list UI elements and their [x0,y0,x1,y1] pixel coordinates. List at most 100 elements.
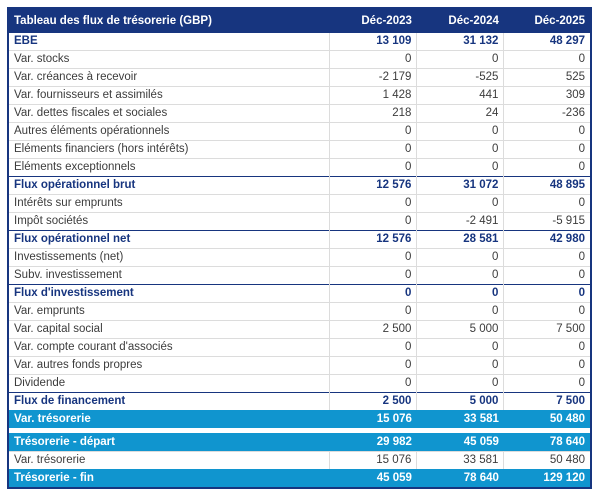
row-label: Eléments exceptionnels [8,158,330,177]
cell-value: 15 076 [329,451,417,469]
row-label: Intérêts sur emprunts [8,194,330,213]
cell-value: 0 [329,212,417,231]
cell-value: 0 [416,338,504,357]
column-header-dec-2023: Déc-2023 [329,8,417,33]
cell-value: 5 000 [416,320,504,339]
table-row: Flux de financement 2 500 5 000 7 500 [8,392,591,410]
cell-value: 218 [329,104,417,123]
column-header-dec-2025: Déc-2025 [503,8,591,33]
table-row: EBE 13 109 31 132 48 297 [8,33,591,51]
cell-value: 0 [503,122,591,141]
cell-value: 0 [329,374,417,393]
table-row: Var. créances à recevoir -2 179 -525 525 [8,68,591,87]
cell-value: 0 [329,266,417,285]
cell-value: 2 500 [329,392,417,410]
cell-value: 0 [416,122,504,141]
cell-value: -2 179 [329,68,417,87]
cell-value: 50 480 [503,410,591,428]
cell-value: 13 109 [329,33,417,51]
cell-value: 33 581 [416,410,504,428]
table-row: Investissements (net) 0 0 0 [8,248,591,267]
cell-value: 0 [503,140,591,159]
table-row: Var. stocks 0 0 0 [8,50,591,69]
cell-value: 48 895 [503,176,591,195]
table-row: Var. emprunts 0 0 0 [8,302,591,321]
row-label: Flux opérationnel brut [8,176,330,195]
table-row: Var. trésorerie 15 076 33 581 50 480 [8,410,591,428]
table-row: Var. compte courant d'associés 0 0 0 [8,338,591,357]
cell-value: 0 [503,248,591,267]
cell-value: 0 [503,194,591,213]
cell-value: 45 059 [329,469,417,488]
table-row: Var. fournisseurs et assimilés 1 428 441 30… [8,86,591,105]
cell-value: 7 500 [503,320,591,339]
cell-value: 0 [329,50,417,69]
cell-value: 0 [329,194,417,213]
cell-value: 15 076 [329,410,417,428]
cell-value: 441 [416,86,504,105]
table-row: Flux opérationnel net 12 576 28 581 42 980 [8,230,591,249]
row-label: Var. créances à recevoir [8,68,330,87]
cell-value: 0 [503,266,591,285]
row-label: Subv. investissement [8,266,330,285]
table-row: Trésorerie - fin 45 059 78 640 129 120 [8,469,591,488]
cell-value: 0 [503,302,591,321]
row-label: Var. autres fonds propres [8,356,330,375]
cell-value: 0 [329,122,417,141]
row-label: Var. fournisseurs et assimilés [8,86,330,105]
cell-value: 24 [416,104,504,123]
cell-value: 0 [329,284,417,303]
table-row: Var. autres fonds propres 0 0 0 [8,356,591,375]
cell-value: -5 915 [503,212,591,231]
cash-flow-table: Tableau des flux de trésorerie (GBP) Déc… [7,7,592,489]
cell-value: 33 581 [416,451,504,469]
cell-value: 48 297 [503,33,591,51]
table-row: Eléments financiers (hors intérêts) 0 0 0 [8,140,591,159]
cell-value: 1 428 [329,86,417,105]
row-label: Investissements (net) [8,248,330,267]
column-header-dec-2024: Déc-2024 [416,8,504,33]
cell-value: 28 581 [416,230,504,249]
table-title: Tableau des flux de trésorerie (GBP) [8,8,330,33]
row-label: Trésorerie - fin [8,469,330,488]
spacer-cell [8,428,591,433]
row-label: EBE [8,33,330,51]
row-label: Eléments financiers (hors intérêts) [8,140,330,159]
cell-value: 78 640 [503,433,591,452]
row-label: Var. dettes fiscales et sociales [8,104,330,123]
cell-value: 50 480 [503,451,591,469]
row-label: Var. capital social [8,320,330,339]
cell-value: 0 [503,284,591,303]
cell-value: 0 [329,248,417,267]
cell-value: 0 [416,374,504,393]
table-row: Eléments exceptionnels 0 0 0 [8,158,591,177]
cell-value: 5 000 [416,392,504,410]
cell-value: 0 [416,284,504,303]
table-row: Var. trésorerie 15 076 33 581 50 480 [8,451,591,469]
table-row: Flux d'investissement 0 0 0 [8,284,591,303]
row-label: Autres éléments opérationnels [8,122,330,141]
table-row: Impôt sociétés 0 -2 491 -5 915 [8,212,591,231]
row-label: Trésorerie - départ [8,433,330,452]
cell-value: 309 [503,86,591,105]
cell-value: 0 [416,158,504,177]
row-label: Var. stocks [8,50,330,69]
cell-value: 0 [503,50,591,69]
cell-value: 12 576 [329,230,417,249]
cell-value: 0 [503,374,591,393]
row-label: Var. compte courant d'associés [8,338,330,357]
table-row: Var. dettes fiscales et sociales 218 24 -23… [8,104,591,123]
row-label: Var. trésorerie [8,410,330,428]
cell-value: 0 [416,50,504,69]
row-label: Var. trésorerie [8,451,330,469]
cell-value: 525 [503,68,591,87]
cell-value: -525 [416,68,504,87]
cell-value: 0 [329,356,417,375]
cell-value: 12 576 [329,176,417,195]
table-row: Autres éléments opérationnels 0 0 0 [8,122,591,141]
row-label: Dividende [8,374,330,393]
cell-value: 29 982 [329,433,417,452]
cell-value: 45 059 [416,433,504,452]
spacer-row [8,428,591,433]
table-row: Intérêts sur emprunts 0 0 0 [8,194,591,213]
